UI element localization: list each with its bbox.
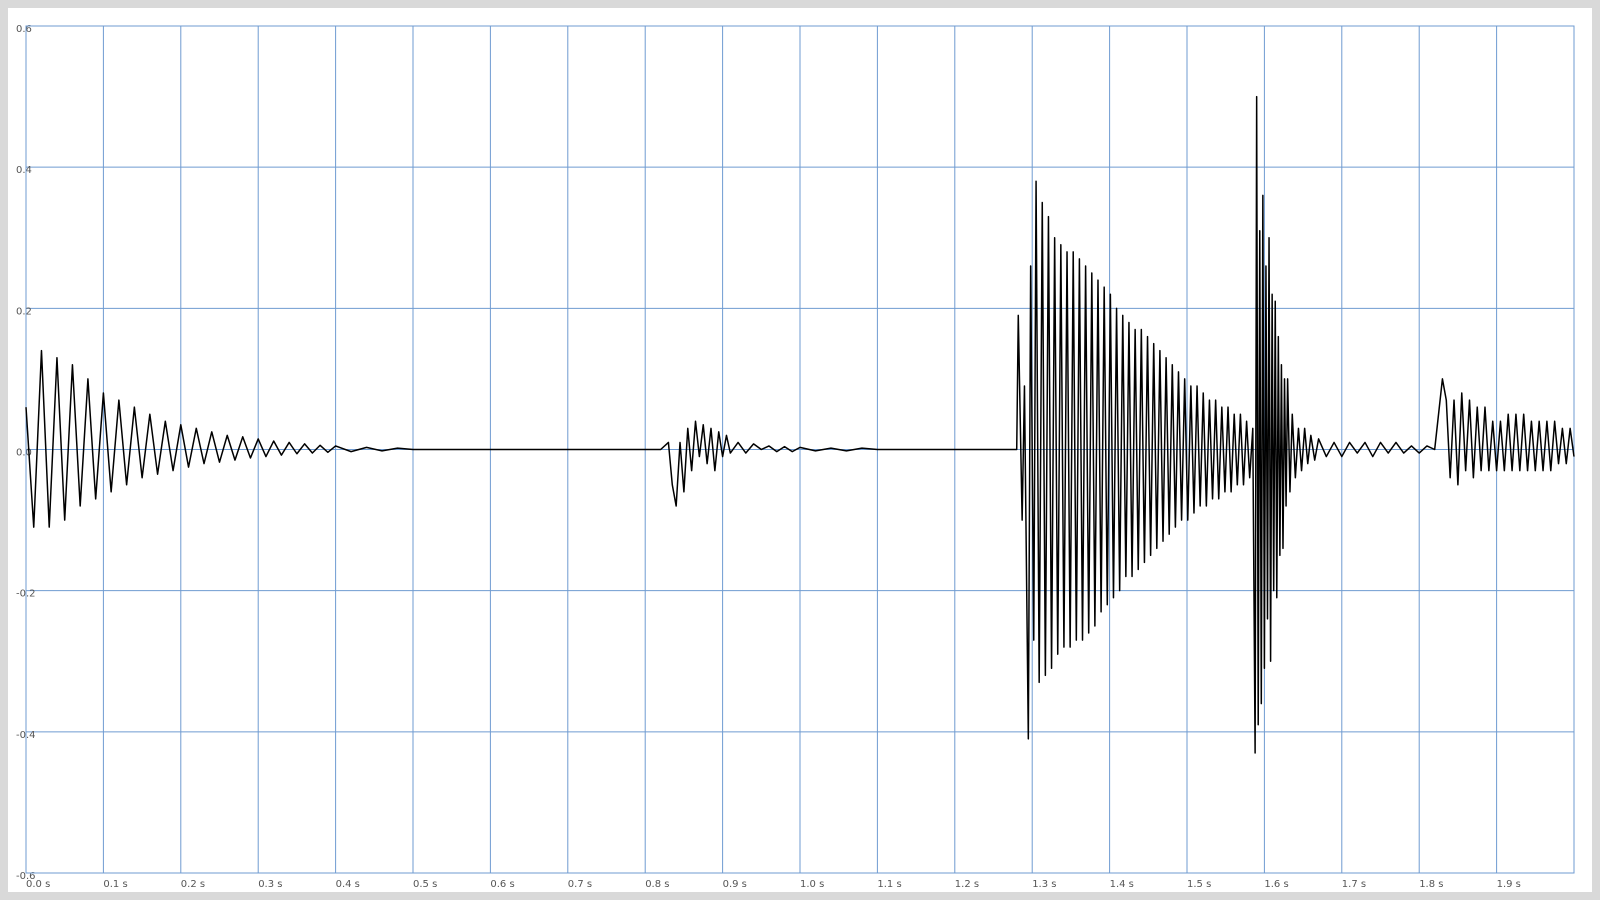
x-tick-label: 0.4 s <box>336 879 360 890</box>
y-tick-label: -0.6 <box>16 871 36 882</box>
x-tick-label: 0.7 s <box>568 879 592 890</box>
x-tick-label: 1.4 s <box>1110 879 1134 890</box>
x-tick-label: 0.2 s <box>181 879 205 890</box>
y-tick-label: 0.0 <box>16 448 32 459</box>
x-tick-label: 1.9 s <box>1497 879 1521 890</box>
waveform <box>25 95 1575 754</box>
plot: -0.6-0.4-0.20.00.20.40.60.0 s0.1 s0.2 s0… <box>16 24 1575 890</box>
y-tick-label: 0.6 <box>16 24 32 35</box>
x-tick-label: 0.3 s <box>258 879 282 890</box>
x-tick-label: 0.0 s <box>26 879 50 890</box>
x-tick-label: 1.2 s <box>955 879 979 890</box>
x-tick-label: 1.6 s <box>1264 879 1288 890</box>
x-tick-label: 1.1 s <box>877 879 901 890</box>
x-tick-label: 1.5 s <box>1187 879 1211 890</box>
x-tick-label: 0.5 s <box>413 879 437 890</box>
x-tick-label: 0.9 s <box>723 879 747 890</box>
x-tick-label: 1.7 s <box>1342 879 1366 890</box>
y-tick-label: 0.4 <box>16 165 32 176</box>
plot-frame <box>25 25 1575 874</box>
x-tick-label: 0.1 s <box>103 879 127 890</box>
x-tick-label: 1.8 s <box>1419 879 1443 890</box>
x-tick-label: 1.0 s <box>800 879 824 890</box>
y-tick-label: 0.2 <box>16 306 32 317</box>
x-tick-label: 0.6 s <box>490 879 514 890</box>
x-tick-label: 0.8 s <box>645 879 669 890</box>
x-tick-label: 1.3 s <box>1032 879 1056 890</box>
